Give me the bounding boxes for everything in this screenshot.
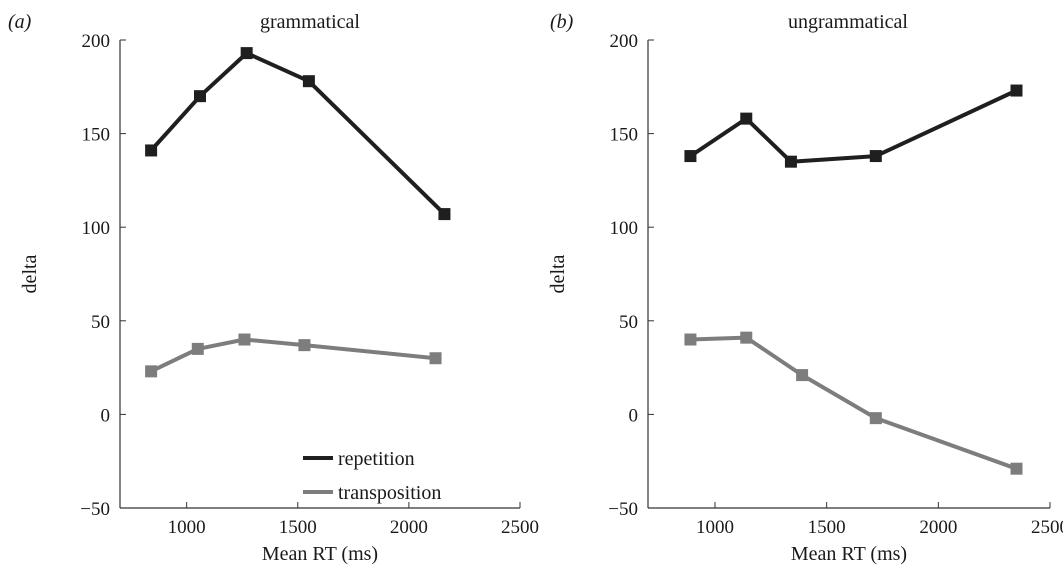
y-tick-label: 0 [101,405,111,426]
series-line-repetition [149,51,446,216]
data-point-repetition [438,208,451,221]
data-point-transposition [429,352,442,365]
y-tick-label: 50 [619,312,638,333]
data-point-repetition [145,144,158,157]
data-point-transposition [869,412,882,425]
x-tick-label: 2000 [390,517,428,538]
x-tick-label: 2000 [919,517,957,538]
y-tick-label: 0 [629,405,639,426]
y-tick-label: 50 [91,312,110,333]
data-point-repetition [740,112,753,125]
x-tick-label: 1000 [696,517,734,538]
y-tick-label: −50 [608,499,638,520]
panel-a: 200 150 100 50 0 −50 1000 1500 2000 2500 Mean RT (… [8,11,539,565]
data-point-repetition [302,75,315,88]
y-tick-label: 200 [610,31,639,52]
series-line-repetition [689,88,1018,164]
y-tick-label: 100 [82,218,111,239]
data-point-transposition [298,339,311,352]
data-point-repetition [684,150,697,163]
data-point-transposition [238,333,251,346]
x-tick-label: 2500 [1031,517,1063,538]
data-point-transposition [191,342,204,355]
x-tick-label: 2500 [501,517,539,538]
y-tick-label: −50 [80,499,110,520]
data-point-transposition [1010,462,1023,475]
data-point-transposition [796,369,809,382]
data-point-repetition [194,90,206,103]
data-point-repetition [869,150,882,163]
y-axis-title: delta [19,254,41,293]
data-point-repetition [240,47,253,60]
y-tick-label: 150 [82,125,111,146]
panel-label: (b) [550,11,574,33]
y-tick-label: 200 [82,31,111,52]
panel-label: (a) [8,11,32,33]
x-tick-label: 1500 [279,517,317,538]
data-point-transposition [145,365,158,378]
data-point-repetition [784,155,797,168]
series-line-transposition [690,335,1018,471]
legend-label-transposition: transposition [338,482,441,504]
x-tick-label: 1000 [168,517,206,538]
panel-title: grammatical [260,11,360,33]
data-point-transposition [684,333,697,346]
panel-b: 200 150 100 50 0 −50 1000 1500 2000 2500 Mean RT (… [547,11,1063,565]
y-tick-label: 150 [610,125,639,146]
data-point-transposition [740,331,753,344]
x-axis-title: Mean RT (ms) [262,543,378,565]
legend-label-repetition: repetition [338,448,415,470]
y-axis-title: delta [547,254,569,293]
y-tick-label: 100 [610,218,639,239]
x-tick-label: 1500 [808,517,846,538]
panel-title: ungrammatical [788,11,908,33]
data-point-repetition [1010,84,1023,97]
x-axis-title: Mean RT (ms) [791,543,907,565]
